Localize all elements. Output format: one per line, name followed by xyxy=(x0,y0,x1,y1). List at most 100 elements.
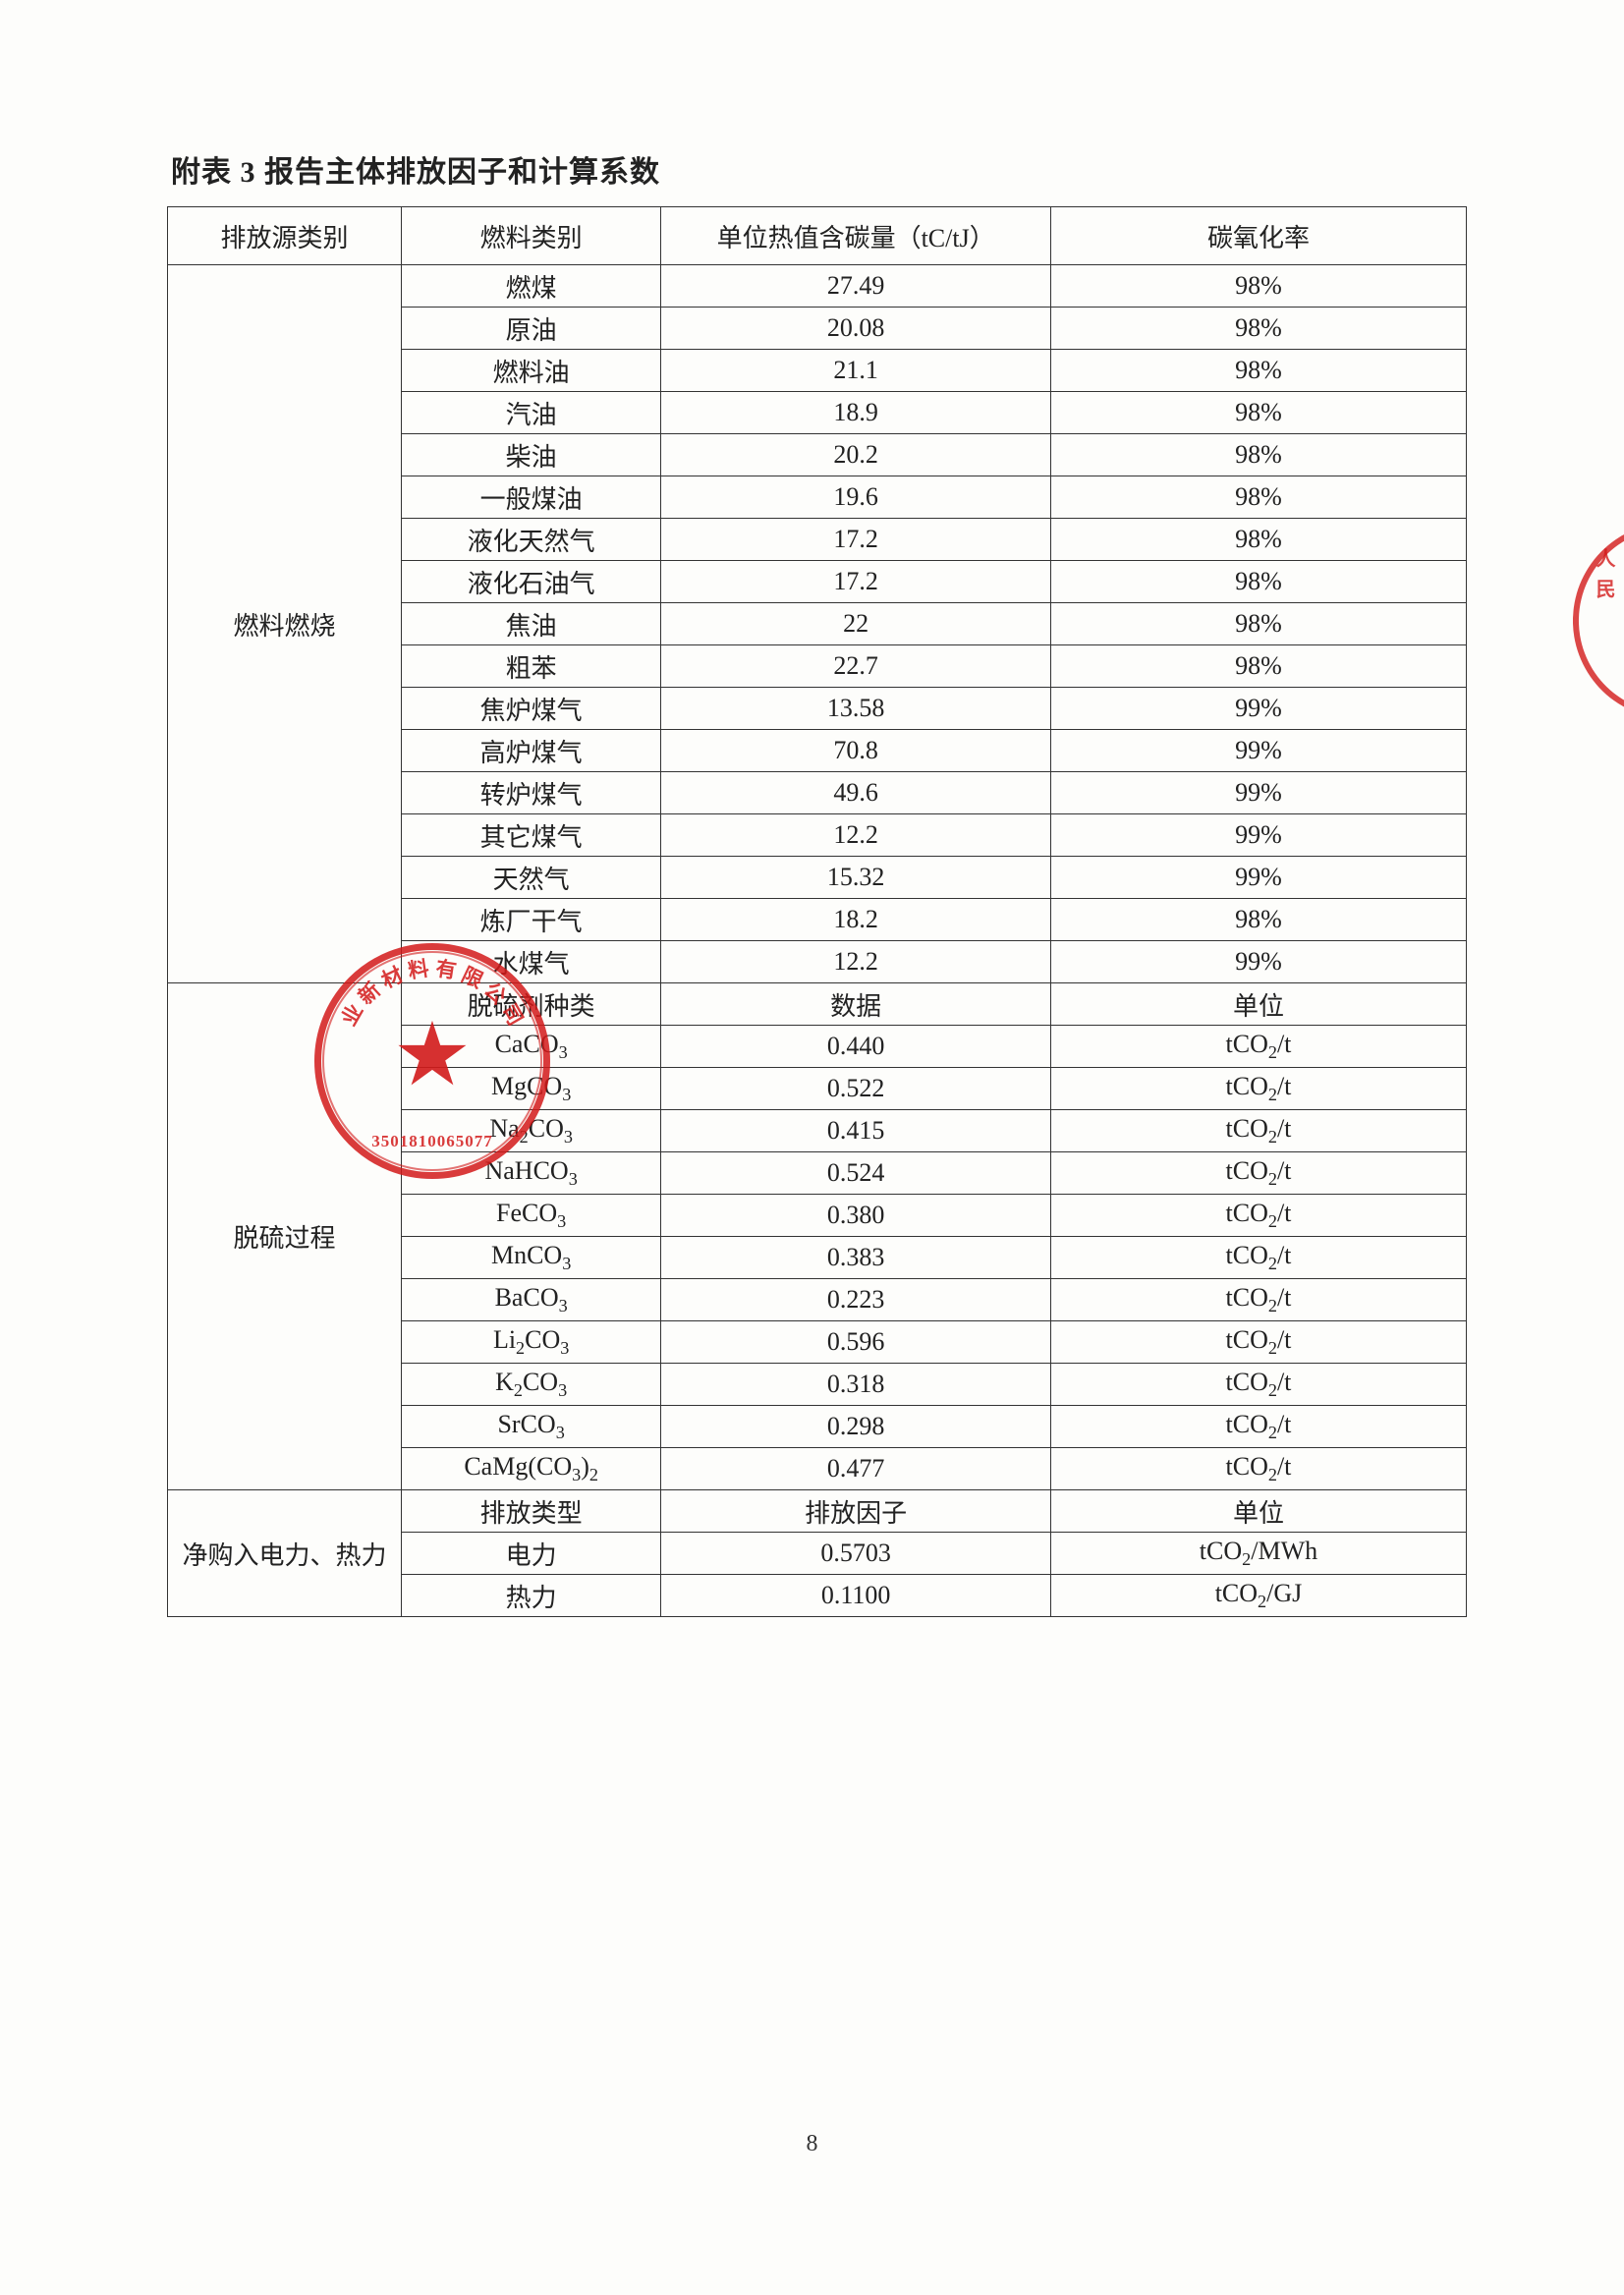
cell-carbon-value: 15.32 xyxy=(661,857,1051,899)
category-desulfurization: 脱硫过程 xyxy=(168,983,402,1490)
cell-carbon-value: 19.6 xyxy=(661,476,1051,519)
cell-data-value: 0.318 xyxy=(661,1364,1051,1406)
cell-oxidation-rate: 99% xyxy=(1050,857,1466,899)
cell-carbon-value: 18.9 xyxy=(661,392,1051,434)
cell-oxidation-rate: 98% xyxy=(1050,561,1466,603)
cell-unit: tCO2/t xyxy=(1050,1026,1466,1068)
cell-data-value: 0.223 xyxy=(661,1279,1051,1321)
cell-carbon-value: 17.2 xyxy=(661,519,1051,561)
cell-fuel-name: 液化天然气 xyxy=(401,519,660,561)
cell-fuel-name: 高炉煤气 xyxy=(401,730,660,772)
cell-data-value: 0.383 xyxy=(661,1237,1051,1279)
cell-data-value: 0.415 xyxy=(661,1110,1051,1152)
header-oxidation-rate: 碳氧化率 xyxy=(1050,207,1466,265)
cell-unit: tCO2/t xyxy=(1050,1068,1466,1110)
cell-oxidation-rate: 99% xyxy=(1050,814,1466,857)
cell-data-value: 0.596 xyxy=(661,1321,1051,1364)
cell-oxidation-rate: 99% xyxy=(1050,941,1466,983)
cell-oxidation-rate: 98% xyxy=(1050,392,1466,434)
cell-energy-type: 热力 xyxy=(401,1575,660,1617)
header-fuel-type: 燃料类别 xyxy=(401,207,660,265)
cell-fuel-name: 转炉煤气 xyxy=(401,772,660,814)
cell-agent-name: MgCO3 xyxy=(401,1068,660,1110)
cell-oxidation-rate: 98% xyxy=(1050,476,1466,519)
cell-fuel-name: 原油 xyxy=(401,308,660,350)
cell-oxidation-rate: 98% xyxy=(1050,899,1466,941)
cell-unit: tCO2/t xyxy=(1050,1279,1466,1321)
cell-fuel-name: 一般煤油 xyxy=(401,476,660,519)
cell-carbon-value: 21.1 xyxy=(661,350,1051,392)
cell-fuel-name: 其它煤气 xyxy=(401,814,660,857)
cell-unit: tCO2/t xyxy=(1050,1195,1466,1237)
cell-emission-factor: 0.1100 xyxy=(661,1575,1051,1617)
cell-fuel-name: 燃料油 xyxy=(401,350,660,392)
cell-unit: tCO2/GJ xyxy=(1050,1575,1466,1617)
cell-data-value: 0.477 xyxy=(661,1448,1051,1490)
emission-factors-table: 排放源类别 燃料类别 单位热值含碳量（tC/tJ） 碳氧化率 燃料燃烧燃煤27.… xyxy=(167,206,1467,1617)
cell-fuel-name: 焦油 xyxy=(401,603,660,645)
cell-carbon-value: 70.8 xyxy=(661,730,1051,772)
cell-data-value: 0.524 xyxy=(661,1152,1051,1195)
cell-energy-type: 电力 xyxy=(401,1533,660,1575)
category-purchased-energy: 净购入电力、热力 xyxy=(168,1490,402,1617)
cell-oxidation-rate: 98% xyxy=(1050,519,1466,561)
cell-agent-name: CaCO3 xyxy=(401,1026,660,1068)
cell-agent-name: BaCO3 xyxy=(401,1279,660,1321)
cell-oxidation-rate: 99% xyxy=(1050,730,1466,772)
cell-carbon-value: 22 xyxy=(661,603,1051,645)
cell-oxidation-rate: 98% xyxy=(1050,265,1466,308)
cell-agent-name: NaHCO3 xyxy=(401,1152,660,1195)
cell-oxidation-rate: 98% xyxy=(1050,645,1466,688)
cell-unit: tCO2/t xyxy=(1050,1321,1466,1364)
page-number: 8 xyxy=(0,2131,1624,2157)
cell-data-value: 0.522 xyxy=(661,1068,1051,1110)
subheader-cell: 单位 xyxy=(1050,983,1466,1026)
subheader-cell: 数据 xyxy=(661,983,1051,1026)
cell-unit: tCO2/MWh xyxy=(1050,1533,1466,1575)
cell-fuel-name: 粗苯 xyxy=(401,645,660,688)
header-carbon-content: 单位热值含碳量（tC/tJ） xyxy=(661,207,1051,265)
cell-unit: tCO2/t xyxy=(1050,1152,1466,1195)
cell-carbon-value: 13.58 xyxy=(661,688,1051,730)
cell-fuel-name: 炼厂干气 xyxy=(401,899,660,941)
cell-agent-name: Li2CO3 xyxy=(401,1321,660,1364)
cell-oxidation-rate: 98% xyxy=(1050,350,1466,392)
cell-unit: tCO2/t xyxy=(1050,1364,1466,1406)
cell-agent-name: SrCO3 xyxy=(401,1406,660,1448)
cell-oxidation-rate: 99% xyxy=(1050,772,1466,814)
subheader-cell: 排放类型 xyxy=(401,1490,660,1533)
table-row: 脱硫过程脱硫剂种类数据单位 xyxy=(168,983,1467,1026)
cell-unit: tCO2/t xyxy=(1050,1237,1466,1279)
cell-agent-name: K2CO3 xyxy=(401,1364,660,1406)
subheader-cell: 脱硫剂种类 xyxy=(401,983,660,1026)
cell-carbon-value: 18.2 xyxy=(661,899,1051,941)
cell-agent-name: FeCO3 xyxy=(401,1195,660,1237)
cell-oxidation-rate: 99% xyxy=(1050,688,1466,730)
cell-unit: tCO2/t xyxy=(1050,1110,1466,1152)
cell-emission-factor: 0.5703 xyxy=(661,1533,1051,1575)
cell-carbon-value: 12.2 xyxy=(661,814,1051,857)
cell-data-value: 0.380 xyxy=(661,1195,1051,1237)
cell-carbon-value: 12.2 xyxy=(661,941,1051,983)
cell-fuel-name: 天然气 xyxy=(401,857,660,899)
cell-carbon-value: 20.2 xyxy=(661,434,1051,476)
cell-fuel-name: 燃煤 xyxy=(401,265,660,308)
cell-fuel-name: 水煤气 xyxy=(401,941,660,983)
cell-agent-name: Na2CO3 xyxy=(401,1110,660,1152)
subheader-cell: 单位 xyxy=(1050,1490,1466,1533)
cell-fuel-name: 液化石油气 xyxy=(401,561,660,603)
cell-agent-name: MnCO3 xyxy=(401,1237,660,1279)
cell-agent-name: CaMg(CO3)2 xyxy=(401,1448,660,1490)
cell-carbon-value: 27.49 xyxy=(661,265,1051,308)
cell-oxidation-rate: 98% xyxy=(1050,434,1466,476)
cell-fuel-name: 焦炉煤气 xyxy=(401,688,660,730)
edge-stamp-text: 人 民 xyxy=(1590,548,1618,601)
cell-data-value: 0.298 xyxy=(661,1406,1051,1448)
cell-oxidation-rate: 98% xyxy=(1050,603,1466,645)
cell-carbon-value: 17.2 xyxy=(661,561,1051,603)
table-title: 附表 3 报告主体排放因子和计算系数 xyxy=(171,147,1467,191)
cell-carbon-value: 22.7 xyxy=(661,645,1051,688)
cell-carbon-value: 49.6 xyxy=(661,772,1051,814)
cell-unit: tCO2/t xyxy=(1050,1448,1466,1490)
cell-oxidation-rate: 98% xyxy=(1050,308,1466,350)
